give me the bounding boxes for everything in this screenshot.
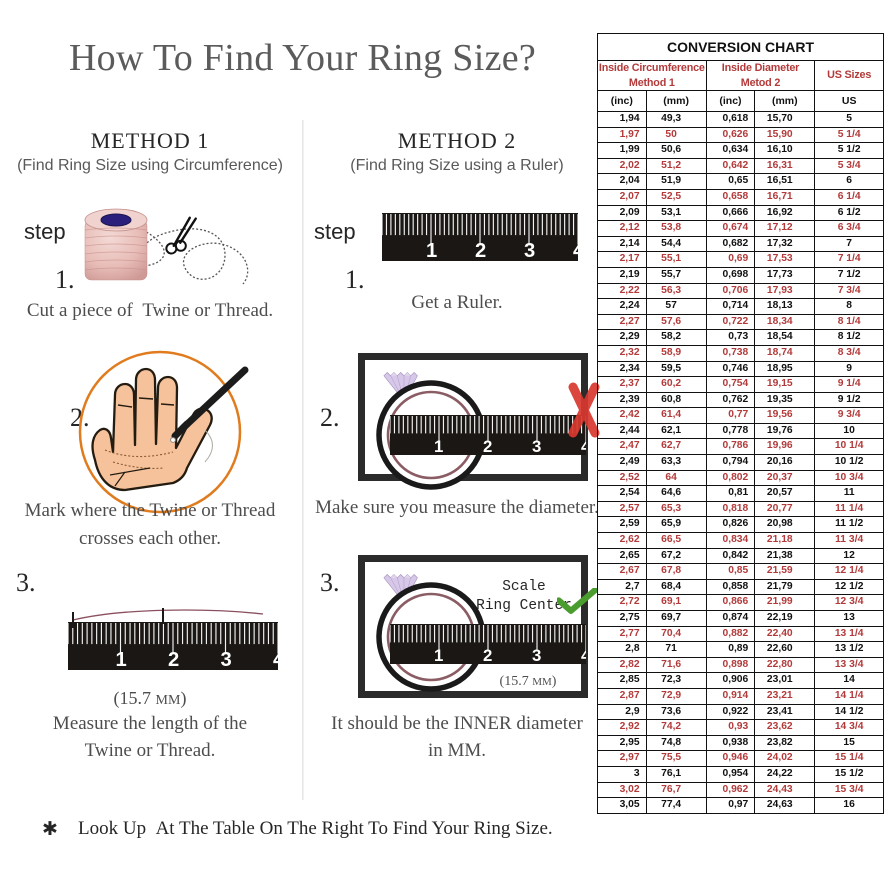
- svg-text:2: 2: [483, 646, 492, 664]
- svg-text:1: 1: [434, 437, 443, 455]
- svg-text:2: 2: [483, 437, 492, 455]
- svg-text:2: 2: [475, 240, 486, 261]
- svg-text:1: 1: [426, 240, 437, 261]
- svg-text:4: 4: [573, 240, 578, 261]
- svg-text:3: 3: [532, 646, 541, 664]
- svg-text:3: 3: [524, 240, 535, 261]
- svg-text:4: 4: [581, 437, 586, 455]
- svg-text:3: 3: [532, 437, 541, 455]
- svg-text:1: 1: [434, 646, 443, 664]
- svg-text:4: 4: [581, 646, 586, 664]
